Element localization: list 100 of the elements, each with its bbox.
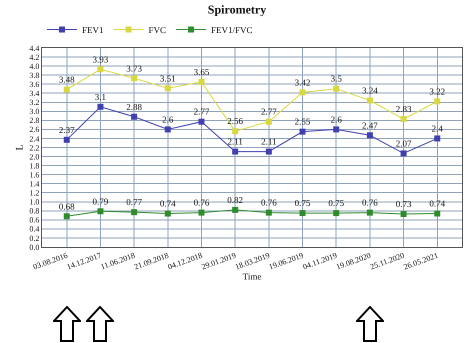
point — [333, 210, 340, 216]
legend-label: FEV1 — [82, 25, 104, 36]
data-label: 0.74 — [160, 198, 176, 209]
data-label: 2.6 — [330, 114, 342, 124]
data-label: 0.82 — [227, 194, 244, 205]
text: 1.2 — [29, 188, 40, 198]
text: 0.4 — [29, 224, 40, 234]
text: 2.2 — [29, 143, 40, 152]
data-label: 0.68 — [58, 201, 76, 212]
text: 3.8 — [29, 70, 40, 80]
point — [333, 86, 340, 92]
point — [232, 128, 238, 134]
data-label: 2.55 — [294, 116, 311, 127]
text: 1.6 — [29, 170, 40, 180]
y-axis-title: L — [14, 144, 26, 151]
data-label: 3.93 — [92, 54, 109, 64]
data-label: 0.76 — [260, 198, 278, 208]
point — [64, 86, 70, 93]
data-label: 2.11 — [227, 136, 243, 147]
point — [64, 136, 70, 143]
data-label: 2.77 — [194, 106, 210, 117]
point — [198, 210, 204, 216]
point — [366, 97, 373, 104]
point — [266, 210, 272, 216]
point — [164, 85, 171, 92]
point — [198, 118, 204, 125]
data-label: 2.47 — [362, 120, 378, 130]
point — [164, 210, 171, 217]
data-label: 2.77 — [260, 106, 278, 117]
text: 0.0 — [29, 242, 40, 252]
point — [64, 213, 70, 220]
text: 1.8 — [29, 161, 40, 170]
data-label: 0.75 — [294, 198, 311, 208]
data-label: 3.1 — [94, 92, 106, 102]
point — [198, 78, 204, 85]
data-label: 0.76 — [362, 198, 378, 208]
point — [300, 210, 306, 216]
text: 4.4 — [29, 44, 40, 53]
data-label: 3.22 — [429, 86, 446, 96]
point — [400, 116, 407, 122]
text: 3.0 — [29, 107, 40, 116]
point — [400, 210, 407, 217]
point — [300, 128, 306, 135]
point — [97, 66, 104, 72]
point — [232, 206, 238, 213]
text: 4.2 — [29, 52, 40, 62]
data-label: 2.07 — [396, 138, 412, 148]
text: 1.0 — [29, 198, 40, 207]
data-label: 0.79 — [92, 196, 109, 206]
legend-label: FVC — [148, 25, 166, 36]
text: 2.6 — [29, 125, 40, 134]
data-label: 3.42 — [294, 77, 310, 88]
chart-title: Spirometry — [208, 2, 266, 17]
legend-label: FEV1/FVC — [211, 25, 253, 36]
data-label: 3.48 — [58, 74, 76, 85]
data-label: 3.65 — [194, 66, 210, 77]
text: 2.8 — [29, 116, 40, 126]
data-label: 0.77 — [126, 197, 142, 208]
point — [266, 118, 272, 125]
data-label: 0.75 — [328, 198, 345, 208]
text: 0.2 — [29, 234, 40, 243]
text: 3.6 — [29, 80, 40, 89]
data-label: 2.4 — [432, 123, 444, 134]
data-label: 3.24 — [362, 85, 378, 96]
text: 1.4 — [29, 179, 40, 188]
point — [434, 135, 440, 142]
point — [97, 208, 104, 214]
point — [300, 89, 306, 96]
point — [131, 209, 138, 216]
point — [164, 126, 171, 132]
text: 2.0 — [29, 152, 40, 162]
point — [131, 114, 138, 120]
text: 0.8 — [29, 206, 40, 216]
point — [434, 210, 440, 217]
x-axis-title: Time — [242, 272, 262, 282]
point — [97, 104, 104, 110]
text: 4.0 — [29, 62, 40, 71]
text: 3.2 — [29, 98, 40, 108]
data-label: 2.83 — [396, 104, 412, 114]
point — [232, 148, 238, 155]
data-label: 2.11 — [261, 136, 277, 147]
data-label: 2.88 — [126, 102, 142, 112]
text: 0.6 — [29, 216, 40, 225]
data-label: 3.73 — [126, 63, 142, 74]
text: 3.4 — [29, 89, 40, 98]
point — [266, 148, 272, 155]
point — [333, 126, 340, 132]
data-label: 2.37 — [58, 124, 76, 135]
data-label: 3.5 — [330, 74, 342, 84]
data-label: 0.76 — [194, 198, 210, 208]
point — [400, 150, 407, 156]
text: 2.4 — [29, 134, 40, 144]
point — [366, 210, 373, 216]
point — [131, 75, 138, 82]
data-label: 3.51 — [160, 73, 176, 84]
data-label: 2.6 — [162, 114, 174, 124]
point — [434, 98, 440, 104]
point — [366, 132, 373, 138]
data-label: 0.73 — [396, 198, 412, 209]
data-label: 0.74 — [429, 198, 446, 209]
